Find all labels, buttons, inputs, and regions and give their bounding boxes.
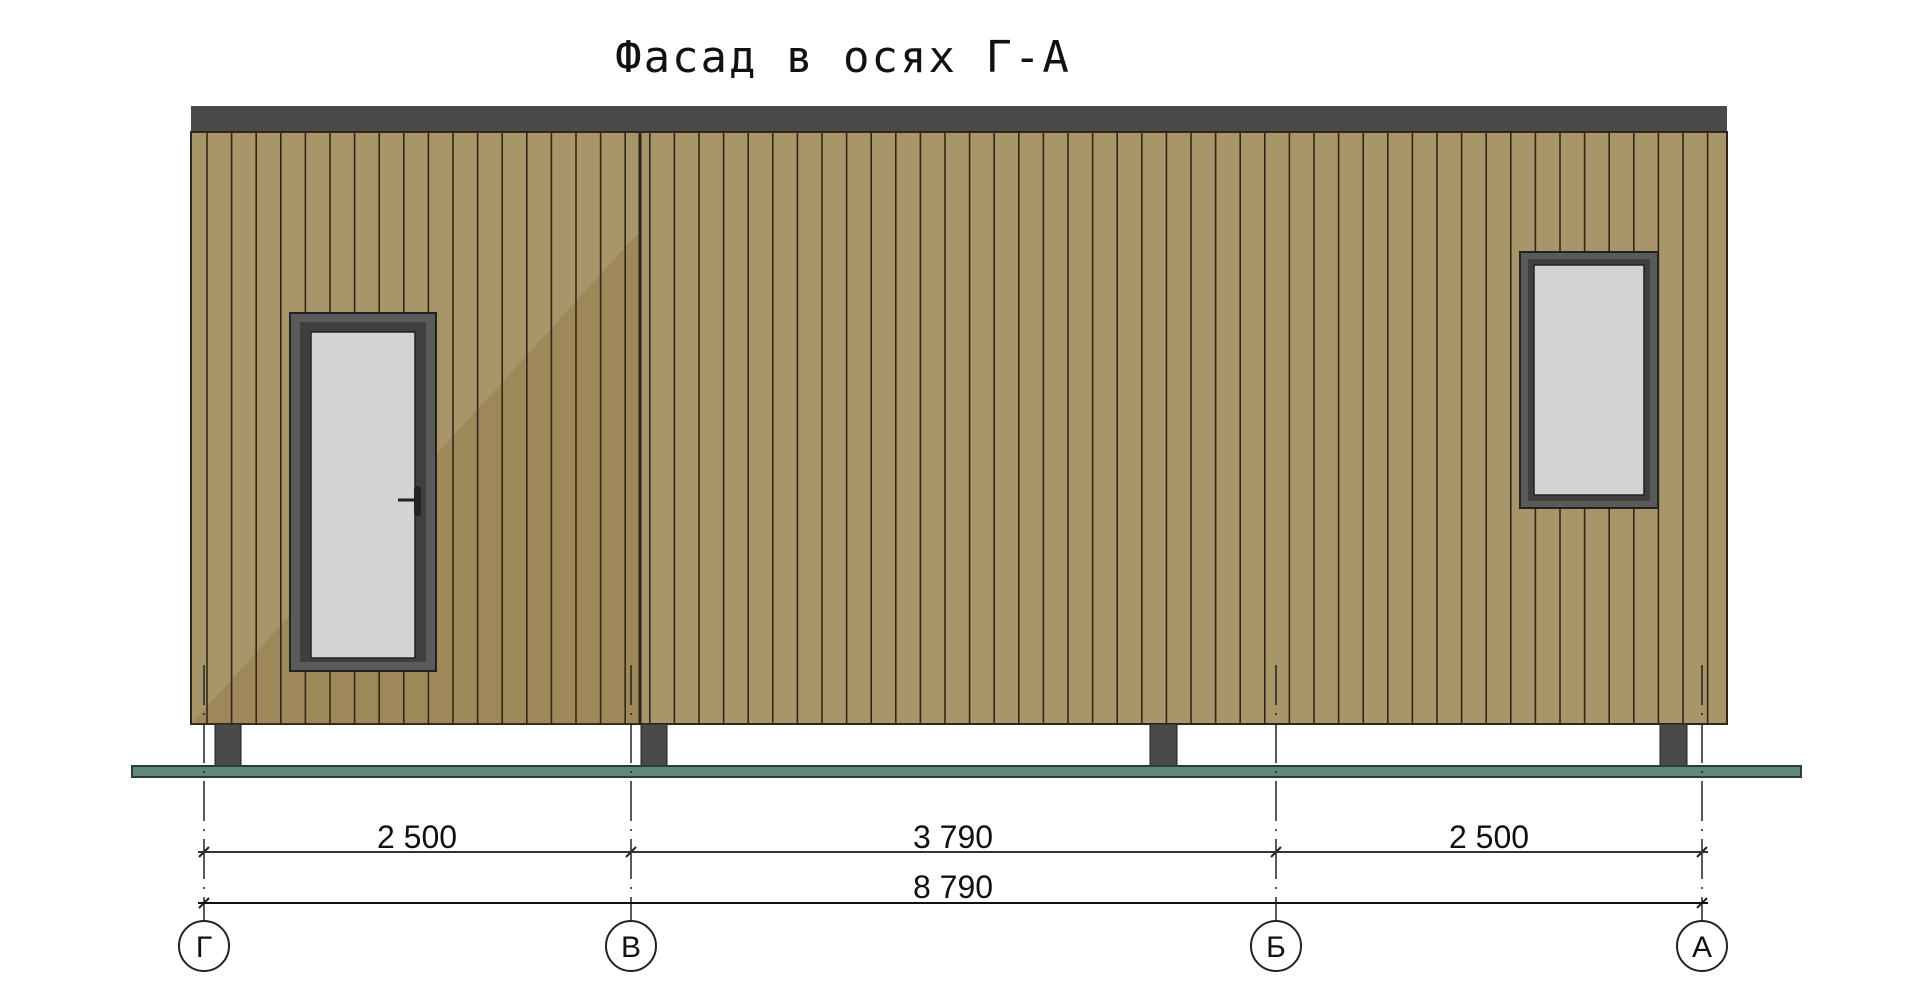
dimension-text: 3 790 (913, 819, 993, 855)
dimension-total-text: 8 790 (913, 869, 993, 905)
axis-marker (605, 920, 657, 972)
axis-label: В (621, 931, 641, 964)
window (1519, 251, 1659, 509)
door (289, 312, 437, 672)
axis-marker (178, 920, 230, 972)
axis-label: Б (1266, 931, 1286, 964)
window-glass (1533, 264, 1645, 496)
support-post (1659, 723, 1688, 767)
axis-label: А (1692, 931, 1712, 964)
dimension-text: 2 500 (1449, 819, 1529, 855)
ground-line (131, 765, 1802, 778)
support-post (214, 723, 242, 767)
support-post (1149, 723, 1178, 767)
drawing-title: Фасад в осях Г-А (615, 32, 1071, 83)
roof-fascia (191, 106, 1727, 132)
door-glass (310, 331, 416, 659)
axis-label: Г (196, 931, 212, 964)
wall-cladding (190, 131, 1728, 725)
dimension-text: 2 500 (377, 819, 457, 855)
support-posts (214, 723, 1688, 767)
dimension-segments: 2 500 3 790 2 500 8 790 (377, 819, 1529, 905)
axis-marker (1250, 920, 1302, 972)
axis-marker (1676, 920, 1728, 972)
support-post (640, 723, 668, 767)
